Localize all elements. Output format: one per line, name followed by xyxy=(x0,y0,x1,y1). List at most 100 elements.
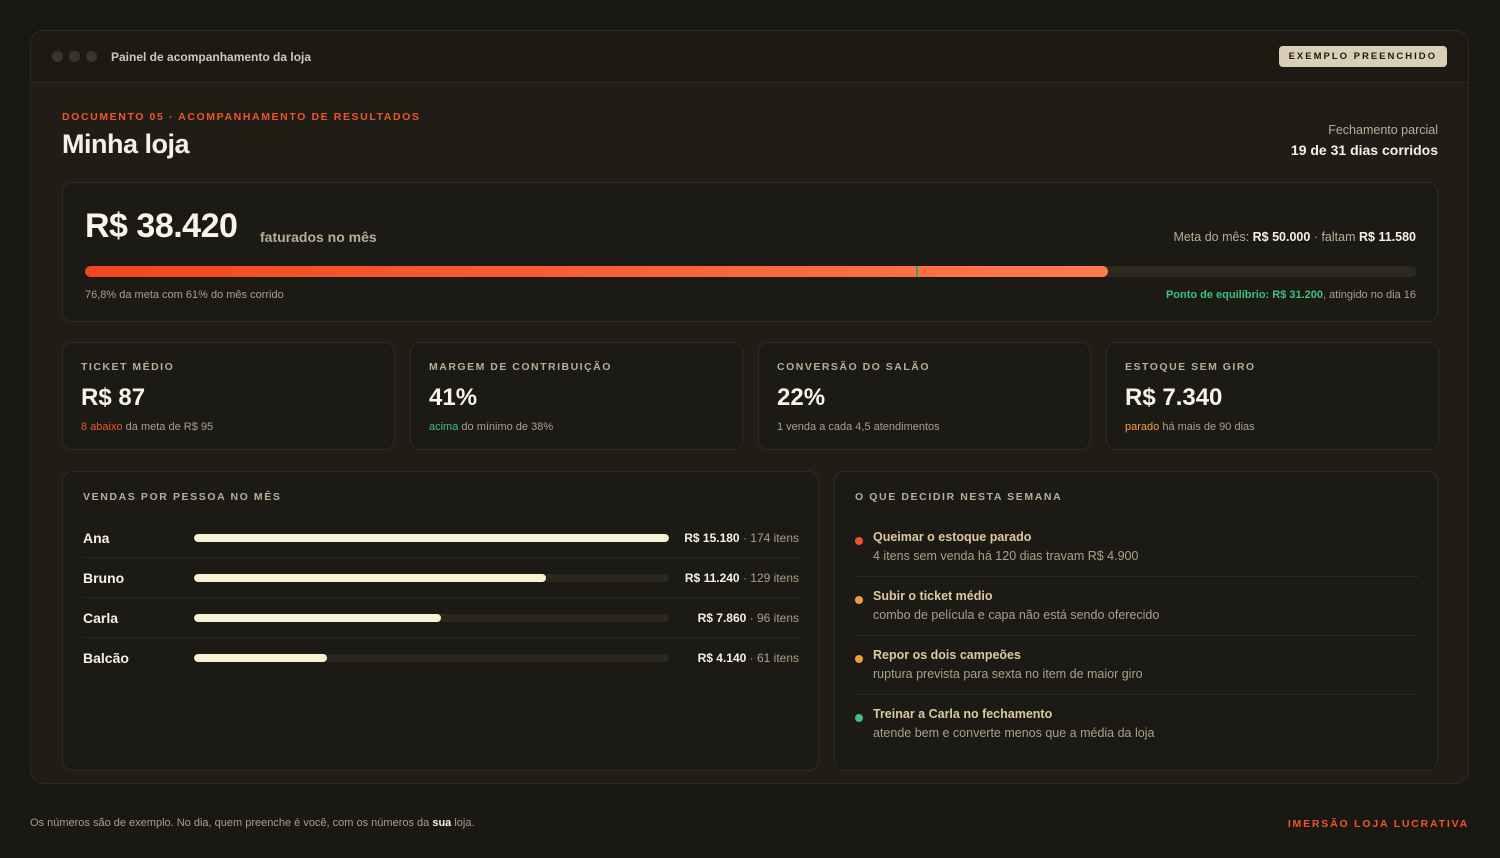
page-title: Minha loja xyxy=(62,129,190,159)
kpi-value: 22% xyxy=(777,384,826,411)
seller-name: Ana xyxy=(83,530,110,546)
goal-progress-fill xyxy=(85,266,1108,277)
seller-items: · 61 itens xyxy=(749,651,799,665)
kpi-note-highlight: 8 abaixo xyxy=(81,421,123,433)
list-item: Repor os dois campeões ruptura prevista … xyxy=(855,636,1419,695)
footer-note: Os números são de exemplo. No dia, quem … xyxy=(30,817,475,829)
partial-close-label: Fechamento parcial xyxy=(1328,123,1438,137)
seller-amount: R$ 15.180 xyxy=(684,531,740,545)
kpi-note-rest: 1 venda a cada 4,5 atendimentos xyxy=(777,421,940,433)
sales-bar-fill xyxy=(194,574,546,582)
sales-bar-fill xyxy=(194,654,327,662)
seller-sales: R$ 15.180 · 174 itens xyxy=(684,531,799,545)
title-bar: Painel de acompanhamento da loja EXEMPLO… xyxy=(31,31,1468,83)
break-even-text: Ponto de equilíbrio: R$ 31.200, atingido… xyxy=(1166,289,1416,301)
sales-bar xyxy=(194,654,669,662)
table-row: Carla R$ 7.860 · 96 itens xyxy=(83,598,799,638)
decision-desc: ruptura prevista para sexta no item de m… xyxy=(873,667,1143,681)
list-item: Treinar a Carla no fechamento atende bem… xyxy=(855,695,1419,754)
kpi-note-highlight: parado xyxy=(1125,421,1160,433)
kpi-card-ticket: TICKET MÉDIO R$ 87 8 abaixo da meta de R… xyxy=(62,342,395,450)
seller-name: Carla xyxy=(83,610,119,626)
seller-items: · 96 itens xyxy=(749,611,799,625)
seller-sales: R$ 7.860 · 96 itens xyxy=(698,611,799,625)
remaining-value: R$ 11.580 xyxy=(1359,230,1416,244)
kpi-value: 41% xyxy=(429,384,478,411)
goal-text: Meta do mês: R$ 50.000 · faltam R$ 11.58… xyxy=(1173,230,1416,244)
sales-bar-fill xyxy=(194,534,669,542)
progress-caption: 76,8% da meta com 61% do mês corrido xyxy=(85,289,284,301)
footer-note-bold: sua xyxy=(432,817,452,829)
seller-sales: R$ 11.240 · 129 itens xyxy=(685,571,799,585)
decision-title: Treinar a Carla no fechamento xyxy=(873,707,1053,721)
kpi-note-rest: há mais de 90 dias xyxy=(1159,421,1255,433)
maximize-window-dot-icon[interactable] xyxy=(86,51,97,62)
footer-note-after: loja. xyxy=(451,817,475,829)
kpi-card-margin: MARGEM DE CONTRIBUIÇÃO 41% acima do míni… xyxy=(410,342,743,450)
kpi-note-rest: do mínimo de 38% xyxy=(458,421,554,433)
kpi-label: TICKET MÉDIO xyxy=(81,361,175,373)
goal-prefix: Meta do mês: xyxy=(1173,230,1250,244)
revenue-card: R$ 38.420 faturados no mês Meta do mês: … xyxy=(62,182,1438,322)
kpi-note: 8 abaixo da meta de R$ 95 xyxy=(81,421,213,433)
decision-desc: 4 itens sem venda há 120 dias travam R$ … xyxy=(873,549,1139,563)
seller-amount: R$ 11.240 xyxy=(684,571,740,585)
seller-items: · 174 itens xyxy=(742,531,799,545)
close-window-dot-icon[interactable] xyxy=(52,51,63,62)
sales-bar xyxy=(194,534,669,542)
goal-progress-bar xyxy=(85,266,1417,277)
seller-items: · 129 itens xyxy=(742,571,799,585)
seller-amount: R$ 4.140 xyxy=(697,651,747,665)
section-title: O QUE DECIDIR NESTA SEMANA xyxy=(855,491,1063,503)
kpi-label: CONVERSÃO DO SALÃO xyxy=(777,361,931,373)
list-item: Queimar o estoque parado 4 itens sem ven… xyxy=(855,518,1419,577)
kpi-note: 1 venda a cada 4,5 atendimentos xyxy=(777,421,940,433)
kpi-note: parado há mais de 90 dias xyxy=(1125,421,1255,433)
kpi-note-rest: da meta de R$ 95 xyxy=(122,421,214,433)
sales-per-person-card: VENDAS POR PESSOA NO MÊS Ana R$ 15.180 ·… xyxy=(62,471,819,771)
goal-value: R$ 50.000 xyxy=(1252,230,1311,244)
kpi-note-highlight: acima xyxy=(429,421,459,433)
decision-title: Repor os dois campeões xyxy=(873,648,1021,662)
section-title: VENDAS POR PESSOA NO MÊS xyxy=(83,491,282,503)
decision-desc: atende bem e converte menos que a média … xyxy=(873,726,1155,740)
kpi-value: R$ 87 xyxy=(81,384,146,411)
break-even-label: Ponto de equilíbrio: R$ 31.200 xyxy=(1165,289,1324,301)
partial-close-info: Fechamento parcial 19 de 31 dias corrido… xyxy=(1291,123,1438,158)
kpi-label: ESTOQUE SEM GIRO xyxy=(1125,361,1256,373)
seller-name: Balcão xyxy=(83,650,129,666)
minimize-window-dot-icon[interactable] xyxy=(69,51,80,62)
status-dot-icon xyxy=(855,537,863,545)
seller-name: Bruno xyxy=(83,570,125,586)
status-dot-icon xyxy=(855,596,863,604)
list-item: Subir o ticket médio combo de película e… xyxy=(855,577,1419,636)
status-dot-icon xyxy=(855,714,863,722)
kpi-card-conversion: CONVERSÃO DO SALÃO 22% 1 venda a cada 4,… xyxy=(758,342,1091,450)
table-row: Ana R$ 15.180 · 174 itens xyxy=(83,518,799,558)
kpi-note: acima do mínimo de 38% xyxy=(429,421,553,433)
partial-close-value: 19 de 31 dias corridos xyxy=(1290,142,1438,158)
dashboard-window: Painel de acompanhamento da loja EXEMPLO… xyxy=(30,30,1469,784)
window-title: Painel de acompanhamento da loja xyxy=(111,49,312,64)
example-badge: EXEMPLO PREENCHIDO xyxy=(1278,46,1447,67)
decision-title: Subir o ticket médio xyxy=(873,589,993,603)
revenue-label: faturados no mês xyxy=(260,229,377,245)
sales-bar-fill xyxy=(194,614,441,622)
sales-bar xyxy=(194,574,669,582)
kpi-value: R$ 7.340 xyxy=(1125,384,1223,411)
status-dot-icon xyxy=(855,655,863,663)
seller-sales: R$ 4.140 · 61 itens xyxy=(698,651,799,665)
document-eyebrow: DOCUMENTO 05 · ACOMPANHAMENTO DE RESULTA… xyxy=(62,111,421,123)
table-row: Bruno R$ 11.240 · 129 itens xyxy=(83,558,799,598)
break-even-marker xyxy=(916,266,919,277)
decision-title: Queimar o estoque parado xyxy=(873,530,1032,544)
brand-label: IMERSÃO LOJA LUCRATIVA xyxy=(1287,818,1469,830)
decision-desc: combo de película e capa não está sendo … xyxy=(873,608,1160,622)
window-controls xyxy=(52,51,97,62)
table-row: Balcão R$ 4.140 · 61 itens xyxy=(83,638,799,678)
weekly-decisions-card: O QUE DECIDIR NESTA SEMANA Queimar o est… xyxy=(834,471,1438,771)
kpi-card-stock: ESTOQUE SEM GIRO R$ 7.340 parado há mais… xyxy=(1106,342,1439,450)
kpi-label: MARGEM DE CONTRIBUIÇÃO xyxy=(429,361,612,373)
footer-note-before: Os números são de exemplo. No dia, quem … xyxy=(30,817,433,829)
break-even-suffix: , atingido no dia 16 xyxy=(1323,289,1416,301)
